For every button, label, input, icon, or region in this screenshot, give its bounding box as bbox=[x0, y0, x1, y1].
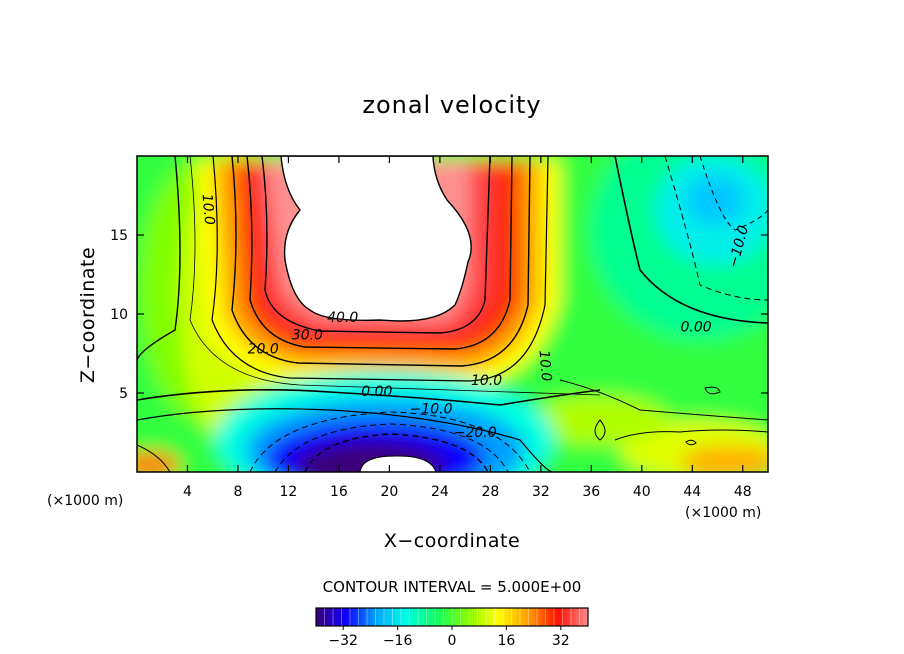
x-tick-label: 24 bbox=[431, 484, 449, 500]
chart-title: zonal velocity bbox=[362, 91, 541, 119]
contour-label: −20.0 bbox=[454, 425, 497, 441]
colorbar-tick-label: 16 bbox=[497, 633, 515, 649]
y-tick-label: 15 bbox=[110, 228, 128, 244]
x-tick-label: 20 bbox=[380, 484, 398, 500]
x-tick-label: 16 bbox=[330, 484, 348, 500]
contour-label: 40.0 bbox=[327, 310, 358, 326]
contour-label: −10.0 bbox=[410, 402, 453, 418]
colorbar-stripes bbox=[324, 608, 580, 626]
colorbar: −32 −16 0 16 32 bbox=[315, 607, 589, 649]
colorbar-tick-label: −16 bbox=[383, 633, 413, 649]
x-unit-right: (×1000 m) bbox=[685, 505, 761, 521]
contour-label: 10.0 bbox=[471, 373, 502, 389]
x-tick-label: 36 bbox=[582, 484, 600, 500]
x-tick-label: 32 bbox=[532, 484, 550, 500]
contour-lines bbox=[137, 156, 768, 472]
plot-area: 40.030.0 20.0 10.0 0.00 −10.0−20.0 10.0 10.0 0.… bbox=[110, 155, 769, 500]
contour-label: 0.00 bbox=[361, 384, 392, 400]
x-axis-title: X−coordinate bbox=[384, 530, 520, 552]
contour-label: 30.0 bbox=[292, 327, 323, 343]
y-axis-title: Z−coordinate bbox=[77, 247, 99, 383]
colorbar-tick-group: −32 −16 0 16 32 bbox=[328, 626, 570, 649]
colorbar-fill bbox=[316, 608, 588, 626]
x-tick-label: 4 bbox=[183, 484, 192, 500]
x-unit-left: (×1000 m) bbox=[47, 493, 123, 509]
x-tick-label: 40 bbox=[633, 484, 651, 500]
contour-label: 10.0 bbox=[535, 350, 554, 383]
jet-minimum-region bbox=[359, 455, 437, 472]
contour-label: 20.0 bbox=[248, 342, 279, 358]
velocity-field bbox=[137, 156, 768, 472]
colorbar-tick-label: 0 bbox=[448, 633, 457, 649]
colorbar-tick-label: 32 bbox=[552, 633, 570, 649]
x-tick-label: 28 bbox=[481, 484, 499, 500]
x-tick-label: 48 bbox=[734, 484, 752, 500]
contour-interval: CONTOUR INTERVAL = 5.000E+00 bbox=[323, 578, 582, 596]
contour-label: 10.0 bbox=[199, 193, 218, 226]
x-tick-group: 4 8 12 16 20 24 28 32 36 40 44 48 bbox=[183, 156, 752, 500]
y-tick-label: 10 bbox=[110, 307, 128, 323]
y-tick-group: 5 10 15 bbox=[110, 228, 768, 402]
contour-label: 0.00 bbox=[680, 319, 711, 335]
colorbar-tick-label: −32 bbox=[328, 633, 358, 649]
x-tick-label: 8 bbox=[233, 484, 242, 500]
jet-maximum-region bbox=[280, 156, 472, 322]
x-tick-label: 12 bbox=[280, 484, 298, 500]
y-tick-label: 5 bbox=[119, 386, 128, 402]
x-tick-label: 44 bbox=[683, 484, 701, 500]
